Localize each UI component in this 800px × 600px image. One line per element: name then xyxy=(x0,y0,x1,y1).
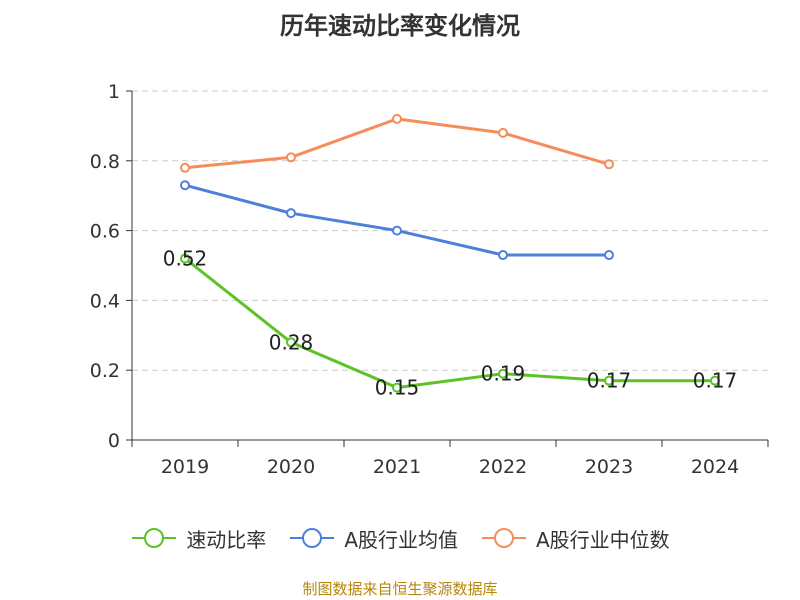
data-point xyxy=(180,180,190,191)
data-point xyxy=(392,225,402,236)
data-point xyxy=(286,152,296,163)
legend-item[interactable]: 速动比率 xyxy=(130,524,266,553)
y-tick-label: 1 xyxy=(108,81,120,103)
data-point xyxy=(604,159,614,170)
y-tick-label: 0.8 xyxy=(90,151,120,173)
series-line xyxy=(184,257,715,390)
x-tick-label: 2021 xyxy=(373,456,421,478)
chart-title: 历年速动比率变化情况 xyxy=(280,12,520,40)
data-label: 0.19 xyxy=(481,362,526,386)
grid-lines xyxy=(132,90,768,371)
source-note: 制图数据来自恒生聚源数据库 xyxy=(302,580,498,598)
data-label: 0.15 xyxy=(375,376,420,400)
data-label: 0.17 xyxy=(693,369,738,393)
y-tick-label: 0.4 xyxy=(90,290,120,312)
x-tick-label: 2019 xyxy=(161,456,209,478)
data-point xyxy=(498,368,508,379)
data-point xyxy=(180,253,190,264)
y-tick-label: 0.2 xyxy=(90,360,120,382)
legend-line-circle-icon xyxy=(290,528,335,548)
data-point xyxy=(392,382,402,393)
data-point xyxy=(180,162,190,173)
data-point xyxy=(710,375,720,386)
x-tick-label: 2020 xyxy=(267,456,315,478)
data-label: 0.28 xyxy=(269,330,314,354)
legend-item[interactable]: A股行业中位数 xyxy=(480,524,670,553)
data-labels: 0.52 0.28 0.15 0.19 0.17 0.17 xyxy=(163,247,738,400)
legend-label: A股行业均值 xyxy=(344,527,458,552)
legend-line-circle-icon xyxy=(132,528,177,548)
series-layer xyxy=(180,113,720,393)
x-tick-label: 2022 xyxy=(479,456,527,478)
legend-line-circle-icon xyxy=(482,528,526,548)
data-point xyxy=(286,208,296,219)
legend-label: 速动比率 xyxy=(186,527,267,552)
data-point xyxy=(392,113,402,124)
legend-label: A股行业中位数 xyxy=(536,527,670,552)
line-chart: 0 0.2 0.4 0.6 0.8 1 2019 2020 2021 2022 2023 2024 0… xyxy=(90,81,769,478)
data-point xyxy=(498,127,508,138)
data-point xyxy=(286,337,296,348)
y-tick-label: 0.6 xyxy=(90,221,120,243)
legend-item[interactable]: A股行业均值 xyxy=(288,524,458,553)
data-label: 0.52 xyxy=(163,247,208,271)
axes: 0 0.2 0.4 0.6 0.8 1 2019 2020 2021 2022 2023 2024 xyxy=(90,81,769,478)
y-tick-label: 0 xyxy=(108,430,120,452)
x-tick-label: 2024 xyxy=(691,456,739,478)
data-point xyxy=(498,250,508,261)
x-tick-label: 2023 xyxy=(585,456,633,478)
data-label: 0.17 xyxy=(587,369,632,393)
series-line xyxy=(184,183,609,257)
data-point xyxy=(604,375,614,386)
legend: 速动比率 A股行业均值 A股行业中位数 xyxy=(0,520,800,556)
data-point xyxy=(604,250,614,261)
